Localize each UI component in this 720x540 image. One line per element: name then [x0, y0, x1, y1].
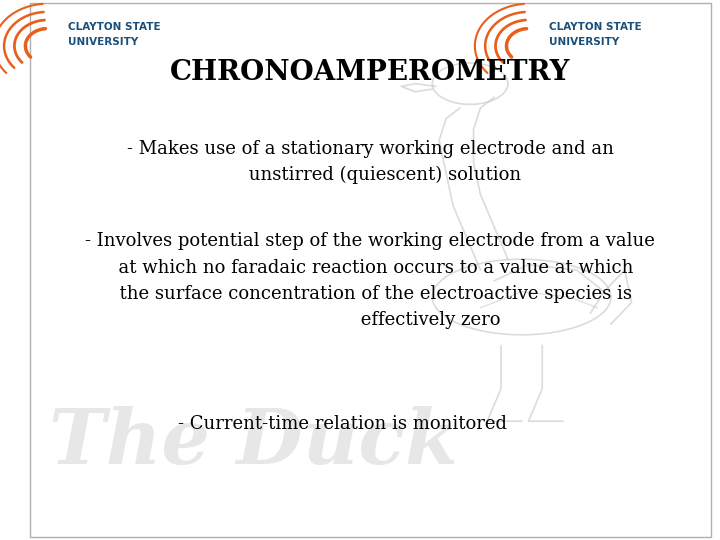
Text: UNIVERSITY: UNIVERSITY: [68, 37, 138, 47]
Text: - Makes use of a stationary working electrode and an
     unstirred (quiescent) : - Makes use of a stationary working elec…: [127, 140, 614, 184]
Text: The Duck: The Duck: [49, 406, 458, 480]
Text: - Involves potential step of the working electrode from a value
  at which no fa: - Involves potential step of the working…: [86, 232, 655, 329]
Text: CLAYTON STATE: CLAYTON STATE: [68, 22, 161, 32]
Text: UNIVERSITY: UNIVERSITY: [549, 37, 619, 47]
Text: CLAYTON STATE: CLAYTON STATE: [549, 22, 642, 32]
Text: - Current-time relation is monitored: - Current-time relation is monitored: [179, 415, 508, 433]
Text: CHRONOAMPEROMETRY: CHRONOAMPEROMETRY: [170, 59, 571, 86]
